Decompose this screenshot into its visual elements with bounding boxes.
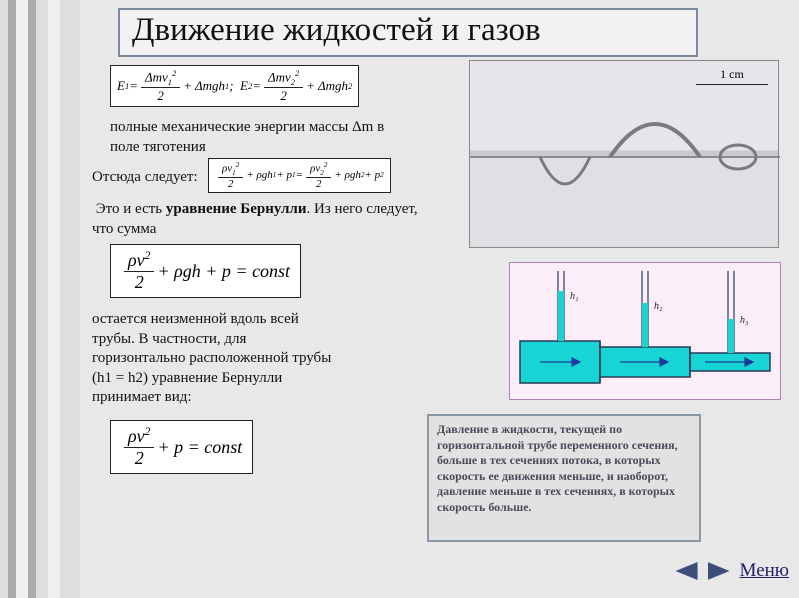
next-arrow-icon[interactable]	[708, 562, 730, 580]
svg-text:h₂: h₂	[654, 301, 663, 312]
pipe-svg: h₁ h₂ h₃	[510, 263, 782, 401]
diagram-pipe-sections: h₁ h₂ h₃	[509, 262, 781, 400]
photo-water-splash: 1 cm	[469, 60, 779, 248]
svg-text:h₁: h₁	[570, 291, 578, 302]
equation-energy: E1 = Δmv122 + Δmgh1; E2 = Δmv222 + Δmgh2	[110, 65, 359, 107]
paragraph-4: остается неизменной вдоль всей трубы. В …	[92, 310, 342, 408]
prev-arrow-icon[interactable]	[676, 562, 698, 580]
splash-svg	[470, 61, 780, 249]
svg-text:h₃: h₃	[740, 315, 749, 326]
menu-link[interactable]: Меню	[740, 560, 789, 582]
page-title: Движение жидкостей и газов	[118, 8, 698, 57]
slide: Движение жидкостей и газов E1 = Δmv122 +…	[0, 0, 799, 598]
paragraph-3: Это и есть уравнение Бернулли. Из него с…	[92, 200, 422, 239]
equation-bernoulli-horizontal: ρv22 + p = const	[110, 420, 253, 474]
caption-bernoulli-pressure: Давление в жидкости, текущей по горизонт…	[427, 414, 701, 542]
equation-bernoulli-full: ρv122 + ρgh1 + p1 = ρv222 + ρgh2 + p2	[208, 158, 391, 193]
nav-row: Меню	[676, 560, 789, 582]
paragraph-2-prefix: Отсюда следует:	[92, 168, 198, 188]
equation-bernoulli-sum: ρv22 + ρgh + p = const	[110, 244, 301, 298]
paragraph-1: полные механические энергии массы Δm в п…	[110, 118, 390, 157]
